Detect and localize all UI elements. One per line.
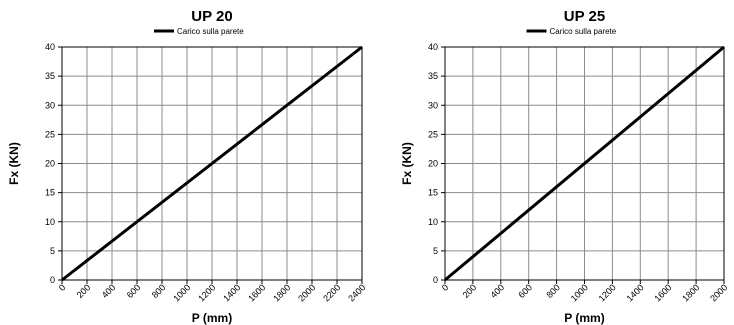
chart1-title: UP 20 — [191, 8, 232, 25]
chart2-y-tick-label: 35 — [428, 71, 438, 81]
chart1-x-tick-label: 0 — [57, 282, 68, 293]
chart2-x-tick-label: 800 — [544, 282, 562, 300]
chart2-x-axis-label: P (mm) — [564, 311, 604, 325]
chart1-y-tick-label: 25 — [45, 129, 55, 139]
chart1-x-tick-label: 1600 — [246, 282, 267, 303]
chart1-y-tick-label: 15 — [45, 188, 55, 198]
chart1-y-tick-label: 10 — [45, 217, 55, 227]
chart1-x-tick-label: 800 — [150, 282, 168, 300]
chart2-x-tick-label: 400 — [489, 282, 507, 300]
chart2-y-axis-label: Fx (KN) — [400, 142, 414, 185]
chart1-y-tick-label: 0 — [50, 275, 55, 285]
chart1-y-tick-label: 35 — [45, 71, 55, 81]
chart1-y-axis-label: Fx (KN) — [7, 142, 21, 185]
chart2-x-tick-label: 1400 — [624, 282, 645, 303]
chart2-y-tick-label: 25 — [428, 129, 438, 139]
chart2-title: UP 25 — [564, 8, 605, 25]
chart1-x-tick-label: 1800 — [271, 282, 292, 303]
chart2-x-tick-label: 1600 — [652, 282, 673, 303]
chart1-legend-label: Carico sulla parete — [177, 27, 244, 36]
chart2-x-tick-label: 2000 — [708, 282, 729, 303]
chart2-series-line — [444, 45, 725, 282]
chart2-y-tick-label: 40 — [428, 42, 438, 52]
chart2-x-tick-label: 600 — [516, 282, 534, 300]
chart1-series-line — [61, 45, 363, 282]
chart1-x-tick-label: 1200 — [196, 282, 217, 303]
chart1-x-axis-label: P (mm) — [192, 311, 232, 325]
chart1-x-tick-label: 1000 — [171, 282, 192, 303]
chart2-y-tick-label: 20 — [428, 159, 438, 169]
chart2-y-tick-label: 15 — [428, 188, 438, 198]
chart2-x-tick-label: 1000 — [569, 282, 590, 303]
chart2-y-tick-label: 0 — [433, 275, 438, 285]
chart1-x-tick-label: 1400 — [221, 282, 242, 303]
chart1-x-tick-label: 2200 — [321, 282, 342, 303]
chart1-y-tick-label: 20 — [45, 159, 55, 169]
chart2-x-tick-label: 1200 — [597, 282, 618, 303]
chart2-x-tick-label: 200 — [461, 282, 479, 300]
chart1-x-tick-label: 2000 — [296, 282, 317, 303]
chart2-legend-label: Carico sulla parete — [550, 27, 617, 36]
chart2-x-tick-label: 0 — [440, 282, 451, 293]
chart1-x-tick-label: 600 — [125, 282, 143, 300]
chart1-y-tick-label: 40 — [45, 42, 55, 52]
chart2-x-tick-label: 1800 — [680, 282, 701, 303]
chart1-x-tick-label: 400 — [100, 282, 118, 300]
chart2-y-tick-label: 10 — [428, 217, 438, 227]
chart2-y-tick-label: 30 — [428, 100, 438, 110]
chart1-x-tick-label: 2400 — [346, 282, 367, 303]
chart1-y-tick-label: 30 — [45, 100, 55, 110]
chart1-y-tick-label: 5 — [50, 246, 55, 256]
chart1-x-tick-label: 200 — [75, 282, 93, 300]
chart2-y-tick-label: 5 — [433, 246, 438, 256]
